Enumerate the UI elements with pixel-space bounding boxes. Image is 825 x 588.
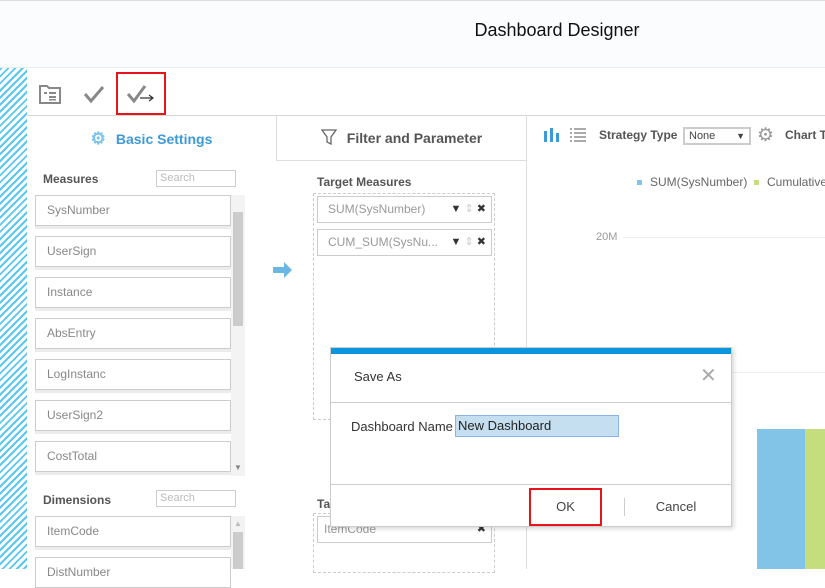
app-header	[0, 0, 825, 68]
divider	[526, 116, 527, 569]
bar-chart-icon[interactable]	[544, 128, 560, 147]
toolbar	[27, 68, 825, 116]
legend-item: Cumulative	[767, 175, 825, 189]
legend-item: SUM(SysNumber)	[650, 175, 748, 189]
item-label: SUM(SysNumber)	[328, 202, 426, 216]
scroll-thumb[interactable]	[233, 532, 243, 569]
dashboard-name-input[interactable]: New Dashboard	[455, 415, 619, 437]
chart-type-label: Chart T	[785, 128, 825, 142]
target-measures-label: Target Measures	[317, 175, 412, 189]
dimension-item[interactable]: DistNumber	[35, 557, 231, 588]
item-label: CUM_SUM(SysNu...	[328, 235, 439, 249]
ok-button[interactable]: OK	[529, 488, 602, 526]
dimensions-label: Dimensions	[43, 493, 112, 507]
scroll-thumb[interactable]	[233, 212, 243, 326]
legend-swatch-blue	[637, 180, 642, 185]
dimension-item[interactable]: ItemCode	[35, 516, 231, 547]
measure-item[interactable]: SysNumber	[35, 195, 231, 226]
tab-label: Filter and Parameter	[346, 130, 483, 146]
tab-basic-settings[interactable]: ⚙ Basic Settings	[27, 116, 276, 161]
background-pattern	[0, 68, 27, 569]
item-controls[interactable]: ▼ ⇕ ✖	[450, 203, 486, 215]
strategy-type-label: Strategy Type	[599, 128, 678, 142]
bar-cumulative[interactable]	[805, 429, 825, 569]
measures-label: Measures	[43, 172, 99, 186]
measure-item[interactable]: CostTotal	[35, 441, 231, 472]
scroll-down-icon[interactable]: ▼	[234, 463, 242, 472]
measure-item[interactable]: LogInstanc	[35, 359, 231, 390]
divider	[331, 402, 731, 403]
strategy-type-select[interactable]: None ▼	[683, 127, 751, 145]
measure-item[interactable]: Instance	[35, 277, 231, 308]
gear-icon: ⚙	[90, 128, 106, 148]
gridline	[730, 372, 825, 373]
scroll-up-icon[interactable]: ▲	[234, 519, 242, 528]
select-value: None	[689, 130, 716, 142]
dashboard-name-label: Dashboard Name	[351, 419, 453, 434]
check-icon[interactable]	[77, 78, 111, 110]
filter-icon	[320, 128, 338, 148]
item-controls[interactable]: ▼ ⇕ ✖	[450, 236, 486, 248]
arrow-right-icon	[273, 262, 293, 283]
tab-label: Basic Settings	[115, 130, 213, 147]
divider	[331, 484, 731, 485]
gridline	[623, 237, 825, 238]
save-as-dialog: Save As ✕ Dashboard Name New Dashboard O…	[330, 347, 732, 527]
measure-item[interactable]: UserSign	[35, 236, 231, 267]
y-tick-label: 20M	[596, 231, 618, 243]
measure-item[interactable]: AbsEntry	[35, 318, 231, 349]
page-title: Dashboard Designer	[474, 20, 640, 40]
save-as-check-arrow-icon[interactable]	[116, 72, 166, 115]
dimensions-search-input[interactable]: Search	[156, 490, 236, 507]
divider	[624, 498, 625, 516]
measures-search-input[interactable]: Search	[156, 170, 236, 187]
legend-swatch-green	[754, 180, 759, 185]
dialog-accent-bar	[331, 348, 731, 354]
chevron-down-icon: ▼	[736, 131, 745, 141]
target-measure-item[interactable]: SUM(SysNumber) ▼ ⇕ ✖	[317, 196, 492, 223]
close-icon[interactable]: ✕	[700, 365, 717, 387]
gear-icon[interactable]: ⚙	[757, 125, 775, 146]
measure-item[interactable]: UserSign2	[35, 400, 231, 431]
cancel-button[interactable]: Cancel	[655, 499, 697, 514]
list-icon[interactable]	[570, 128, 586, 147]
folder-list-icon[interactable]	[33, 78, 67, 110]
target-dimensions-label: Ta	[317, 497, 331, 511]
tab-filter-and-parameter[interactable]: Filter and Parameter	[276, 116, 526, 161]
target-measure-item[interactable]: CUM_SUM(SysNu... ▼ ⇕ ✖	[317, 229, 492, 256]
bar-sum-sysnumber[interactable]	[757, 429, 805, 569]
dialog-title: Save As	[354, 369, 402, 384]
remove-icon[interactable]: ✖	[476, 523, 486, 535]
